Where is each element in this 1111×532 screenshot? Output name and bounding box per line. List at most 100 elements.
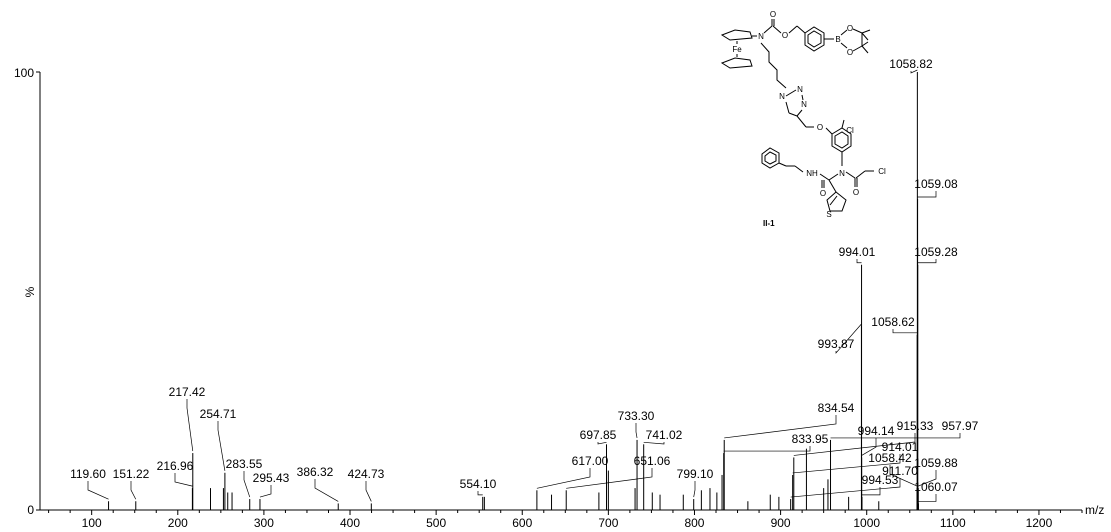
peak-label: 1060.07	[914, 480, 958, 494]
o-carbonyl-atom: O	[770, 10, 776, 19]
peak-leader	[186, 399, 194, 452]
y-tick-label-100: 100	[14, 66, 34, 80]
peak-label: 957.97	[942, 419, 979, 433]
peak-label: 1058.42	[868, 451, 912, 465]
thiophene-ring	[826, 191, 847, 212]
peak-label: 1058.82	[889, 57, 933, 71]
peak-leader	[830, 433, 961, 439]
x-tick-label: 100	[82, 516, 102, 530]
peak-leader	[856, 259, 862, 264]
o-amide-1-atom: O	[820, 189, 826, 198]
peak-label: 554.10	[460, 477, 497, 491]
peak-leader	[243, 471, 251, 498]
compound-label: II-1	[763, 219, 775, 228]
phenyl-ring-inner	[764, 151, 777, 165]
peak-label: 834.54	[818, 401, 855, 415]
x-tick-label: 600	[512, 516, 532, 530]
o-amide-2-atom: O	[853, 188, 859, 197]
x-tick-label: 300	[254, 516, 274, 530]
peak-label: 295.43	[253, 471, 290, 485]
peak-leader	[892, 329, 918, 334]
peak-label: 697.85	[580, 428, 617, 442]
peak-label: 386.32	[297, 465, 334, 479]
aryl-ring-inner	[834, 131, 849, 149]
peak-leader	[862, 487, 881, 496]
peak-label: 254.71	[200, 407, 237, 421]
peak-leader	[217, 421, 226, 471]
peak-leader	[130, 481, 137, 500]
peak-label: 1058.62	[871, 315, 915, 329]
x-tick-label: 1100	[940, 516, 966, 530]
peak-leader	[918, 494, 937, 502]
peak-label: 741.02	[646, 428, 683, 442]
o-ester-atom: O	[782, 31, 788, 40]
cyclopentadienyl-bottom	[720, 57, 753, 69]
n-amide-atom: N	[839, 169, 845, 178]
peak-label: 1059.88	[914, 456, 958, 470]
peak-leader	[917, 191, 937, 198]
peak-label: 994.14	[858, 424, 895, 438]
peak-label: 651.06	[634, 454, 671, 468]
peak-label: 424.73	[348, 467, 385, 481]
peak-leader	[174, 473, 193, 487]
x-tick-label: 500	[426, 516, 446, 530]
peak-leader	[793, 433, 916, 456]
peak-leader	[790, 478, 901, 498]
peak-leader	[635, 423, 638, 438]
y-axis-label: %	[23, 286, 37, 297]
x-tick-label: 800	[684, 516, 704, 530]
aryl-ring	[831, 127, 852, 153]
peak-leader	[861, 438, 877, 456]
peak-leader	[477, 491, 483, 496]
peak-label: 1059.28	[914, 245, 958, 259]
peak-leader	[835, 323, 862, 354]
peak-leader	[314, 479, 339, 502]
x-tick-label: 400	[340, 516, 360, 530]
benzyl-ring	[804, 26, 825, 52]
axes: 100 0 % m/z	[14, 66, 1104, 517]
cl-acyl-atom: Cl	[878, 167, 886, 176]
peak-leader	[917, 259, 937, 264]
peak-label: 119.60	[70, 467, 106, 481]
ferrocene: Fe	[720, 29, 753, 69]
peak-label: 914.01	[882, 440, 919, 454]
peak-label: 915.33	[897, 419, 934, 433]
peak-leader	[643, 441, 665, 445]
peak-label: 833.95	[792, 432, 829, 446]
n3-atom: N	[801, 100, 807, 109]
peak-label: 216.96	[157, 459, 194, 473]
peak-leader	[87, 481, 109, 500]
o-boronate-2-atom: O	[847, 48, 853, 57]
peak-leader	[918, 470, 937, 487]
peak-leader	[365, 481, 372, 502]
peak-label: 733.30	[618, 409, 655, 423]
peak-label: 283.55	[226, 457, 263, 471]
cyclopentadienyl-top	[720, 29, 753, 41]
x-tick-label: 1200	[1026, 516, 1053, 530]
peak-label: 993.87	[818, 337, 855, 351]
peaks	[108, 72, 919, 510]
peak-leader	[597, 441, 607, 445]
s-atom: S	[826, 210, 831, 219]
peak-leader	[889, 465, 918, 487]
benzyl-ring-inner	[807, 30, 822, 48]
n1-atom: N	[779, 92, 785, 101]
peak-leader	[723, 446, 811, 452]
peak-leader	[910, 69, 918, 74]
peak-leader	[259, 485, 272, 498]
peak-label: 994.53	[862, 473, 899, 487]
cl-aryl-atom: Cl	[846, 126, 854, 135]
fe-atom: Fe	[732, 45, 742, 54]
x-tick-label: 1000	[853, 516, 880, 530]
n2-atom: N	[797, 85, 803, 94]
x-tick-label: 700	[598, 516, 618, 530]
x-tick-label: 900	[771, 516, 791, 530]
molecule-structure: Fe N O O B O O N N N	[720, 10, 886, 228]
x-ticks: 100 200 300 400 500 600 700 800 900 1000 1100 1200	[48, 510, 1083, 530]
peak-label: 994.01	[839, 245, 876, 259]
peak-leader	[566, 468, 653, 489]
peak-labels: 119.60 151.22 216.96 217.42 254.71 283.55295.…	[70, 57, 979, 502]
peak-label: 217.42	[169, 385, 206, 399]
